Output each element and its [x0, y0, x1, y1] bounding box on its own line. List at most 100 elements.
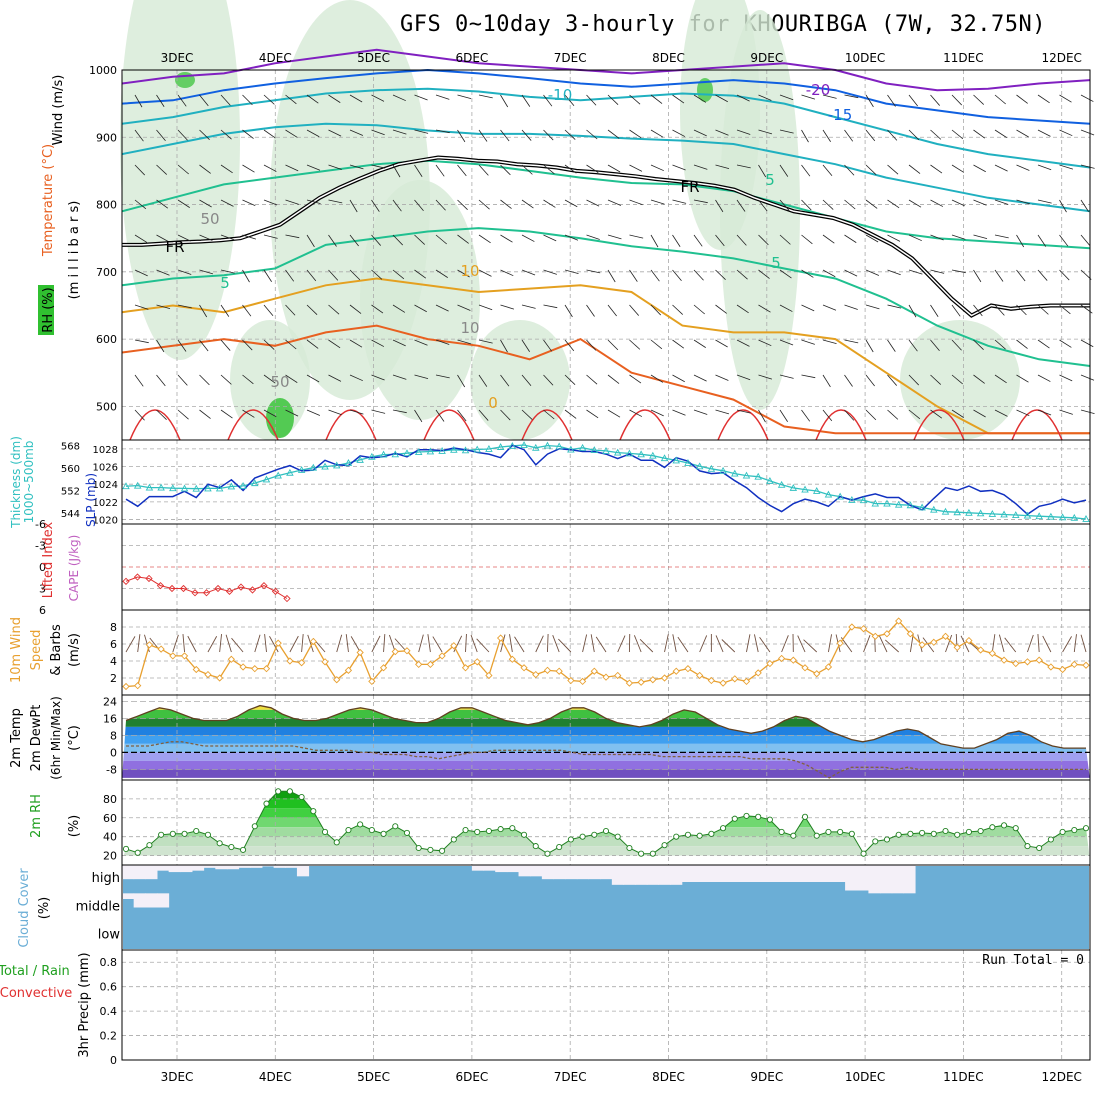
wind-barb [779, 374, 794, 379]
rh-marker [462, 827, 469, 834]
wind-barb [607, 129, 620, 139]
wind-speed-marker [286, 657, 294, 665]
wind-barb [285, 269, 295, 282]
rh-marker [509, 825, 516, 832]
wind-barb [263, 409, 277, 418]
rh-marker [696, 832, 703, 839]
thickness-marker [1012, 511, 1020, 518]
wind-barb [994, 94, 1006, 105]
wind-barb [586, 304, 595, 317]
temp-band [122, 769, 1090, 778]
wind-barb [887, 129, 898, 141]
wind-barb [586, 269, 601, 274]
wind-barb [930, 269, 945, 274]
data-markers [122, 441, 1090, 857]
wind-barb [844, 269, 858, 277]
wind-barb [1059, 234, 1069, 247]
wind-barb [263, 164, 277, 172]
wind-barb [435, 409, 445, 422]
isotherm--10 [121, 87, 1091, 169]
wind-barb [328, 234, 337, 247]
lifted-index-marker [145, 574, 153, 583]
wind-speed-marker [731, 675, 739, 683]
wind-barb-10m [721, 639, 736, 653]
rh-swatch [38, 285, 54, 335]
thickness-marker [122, 482, 130, 490]
rh-band [122, 836, 1090, 847]
wind-barb [564, 164, 577, 174]
wind-barb-10m [432, 636, 443, 653]
cloud-clear-cell [273, 865, 286, 868]
wind-barb [1016, 374, 1029, 383]
wind-barb [672, 339, 685, 349]
cloud-clear-cell [250, 865, 263, 868]
wind-barb-10m [254, 634, 261, 653]
thickness-marker [426, 447, 435, 455]
wind-barb [306, 94, 319, 104]
wind-speed-marker [391, 648, 399, 656]
lifted-index-marker [225, 587, 234, 596]
wind-barb-10m [595, 636, 607, 653]
wind-barb [887, 304, 902, 309]
rh-tick-label: 80 [103, 793, 117, 806]
wind-barb [328, 409, 342, 416]
thickness-tick-label: 568 [61, 442, 80, 453]
wind-barb-10m [172, 634, 179, 653]
wind-speed-marker [1058, 665, 1067, 674]
wind-barb [994, 304, 1005, 316]
wind-barb [134, 129, 144, 142]
wind-barb [801, 164, 811, 177]
wind-barb-10m [509, 634, 513, 653]
wind-barb [994, 374, 1007, 384]
panel-frame-precip [121, 949, 1091, 1061]
wind-barb [1059, 199, 1067, 213]
wind-barb [220, 199, 234, 207]
cloud-clear-cell [203, 865, 216, 868]
thickness-marker [356, 455, 364, 463]
date-label-top: 3DEC [161, 51, 194, 65]
wind-barb [758, 409, 766, 423]
wind-barb [908, 269, 923, 275]
wind-barb [758, 234, 769, 246]
wind-speed-marker [976, 646, 985, 654]
y-tick-label: 600 [96, 333, 117, 346]
wind-barb [1080, 129, 1095, 136]
thickness-marker [508, 441, 517, 449]
wind-barb-10m [1080, 634, 1087, 653]
wind-barb [521, 269, 536, 276]
wind-barb [973, 269, 982, 283]
wind-barb [156, 304, 171, 310]
date-label-bottom: 10DEC [845, 1070, 885, 1084]
wind-speed-marker [1012, 659, 1020, 668]
thickness-marker [731, 469, 739, 477]
wind-speed-marker [145, 641, 154, 649]
thickness-marker [789, 483, 798, 491]
cloud-clear-cell [495, 865, 508, 873]
axis-title-rh-units: (%) [67, 815, 82, 838]
date-label-top: 7DEC [554, 51, 587, 65]
wind-barb [478, 164, 489, 176]
cloud-clear-cell [740, 865, 753, 882]
wind-barb [242, 129, 254, 139]
cloud-clear-cell [775, 865, 788, 882]
wind-barb [1080, 409, 1095, 415]
wind-barb [500, 374, 510, 387]
cloud-clear-cell [786, 865, 799, 882]
wind-barb [564, 234, 579, 241]
wind-barb [414, 269, 427, 279]
wind-barb [414, 164, 423, 177]
wind-barb [672, 374, 685, 383]
cloud-clear-cell [646, 865, 659, 885]
wind-barb [220, 94, 231, 106]
wind-barb [693, 304, 705, 315]
lifted-index-marker [179, 584, 188, 593]
wind-barb [478, 94, 493, 99]
wind-barb [801, 304, 815, 312]
wind-barb [758, 129, 773, 135]
lifted-index-marker [237, 583, 245, 591]
thickness-line [125, 444, 1087, 520]
wind-barb [306, 164, 321, 171]
wind-barb [715, 129, 729, 136]
cloud-clear-cell [518, 865, 531, 877]
wind-barb [1016, 199, 1031, 205]
